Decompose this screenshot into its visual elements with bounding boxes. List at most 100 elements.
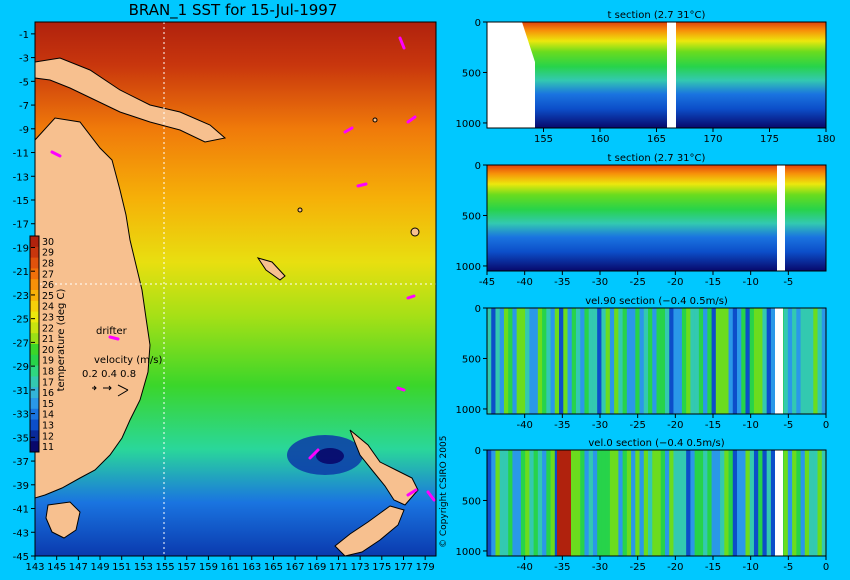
section-column: [542, 450, 547, 556]
section-x-tick-label: -20: [667, 277, 683, 288]
section-x-tick-label: 165: [647, 134, 666, 145]
colorbar-tick-label: 30: [42, 237, 54, 248]
map-lon-tick-label: 163: [242, 562, 261, 573]
section-panel: vel.90 section (−0.4 0.5m/s) 0 500 1000 -40 -…: [456, 296, 830, 431]
colorbar-swatch: [30, 354, 39, 367]
map-lon-tick-label: 161: [221, 562, 240, 573]
section-column: [787, 308, 793, 414]
map-lat-tick-label: -3: [19, 54, 29, 65]
colorbar-tick-label: 17: [42, 377, 54, 388]
section-column: [529, 450, 535, 556]
section-column: [567, 308, 573, 414]
section-column: [703, 308, 708, 414]
section-column: [533, 308, 539, 414]
section-column: [724, 450, 730, 556]
colorbar-swatch: [30, 268, 39, 280]
map-lat-tick-label: -23: [13, 291, 29, 302]
map-lat-tick-label: -37: [13, 457, 29, 468]
map-lon-tick-label: 143: [25, 562, 44, 573]
colorbar-tick-label: 14: [42, 410, 54, 421]
section-gap: [667, 22, 676, 128]
drifter-track: [396, 386, 406, 392]
section-field: [487, 22, 826, 128]
section-column: [609, 450, 615, 556]
section-column: [592, 450, 598, 556]
section-column: [677, 450, 683, 556]
drifter-track: [50, 150, 62, 158]
section-column: [728, 450, 734, 556]
section-column: [601, 450, 607, 556]
section-column: [592, 308, 598, 414]
section-column: [770, 308, 776, 414]
section-column: [821, 308, 827, 414]
section-column: [550, 308, 556, 414]
section-column: [652, 308, 658, 414]
section-x-tick-label: -10: [742, 277, 758, 288]
section-column: [508, 450, 514, 556]
section-column: [635, 450, 641, 556]
section-column: [571, 308, 577, 414]
section-y-tick-label: 1000: [456, 547, 481, 558]
colorbar-tick-label: 12: [42, 431, 54, 442]
section-column: [503, 308, 509, 414]
section-column: [664, 308, 670, 414]
section-column: [724, 308, 730, 414]
section-column: [499, 450, 505, 556]
section-column: [745, 308, 751, 414]
section-column: [753, 308, 759, 414]
section-column: [622, 450, 628, 556]
velocity-arrows: [92, 384, 129, 397]
section-column: [758, 308, 764, 414]
colorbar-swatch: [30, 398, 39, 410]
section-x-tick-label: 175: [760, 134, 779, 145]
map-lon-tick-label: 177: [394, 562, 413, 573]
section-column: [813, 450, 819, 556]
section-column: [762, 450, 768, 556]
section-column: [618, 308, 624, 414]
section-column: [626, 450, 632, 556]
section-border: [486, 307, 827, 415]
colorbar-tick-label: 19: [42, 356, 54, 367]
map-lat-tick-label: -25: [13, 315, 29, 326]
colorbar-swatch: [30, 441, 39, 453]
section-column: [639, 450, 645, 556]
section-x-tick-label: -5: [783, 562, 793, 573]
section-column: [809, 308, 814, 414]
section-column: [698, 308, 704, 414]
section-column: [656, 450, 662, 556]
drifter-track: [406, 488, 418, 497]
section-column: [575, 308, 581, 414]
section-column: [652, 450, 658, 556]
section-y-tick-label: 500: [462, 354, 481, 365]
section-column: [732, 308, 738, 414]
section-jet: [557, 450, 571, 556]
section-column: [571, 450, 577, 556]
map-lat-tick-label: -35: [13, 433, 29, 444]
section-column: [614, 308, 619, 414]
section-column: [715, 450, 721, 556]
section-column: [817, 450, 823, 556]
section-column: [711, 450, 717, 556]
section-column: [580, 308, 586, 414]
section-column: [609, 308, 615, 414]
section-column: [698, 450, 704, 556]
section-x-tick-label: -35: [554, 420, 570, 431]
sst-map: [34, 21, 437, 557]
section-border: [486, 449, 827, 557]
section-mask: [487, 22, 535, 128]
map-lon-tick-label: 153: [134, 562, 153, 573]
section-y-tick-label: 500: [462, 68, 481, 79]
section-column: [821, 450, 827, 556]
map-title: BRAN_1 SST for 15-Jul-1997: [129, 1, 338, 20]
section-column: [546, 308, 552, 414]
map-lat-tick-label: -13: [13, 172, 29, 183]
map-lat-tick-label: -31: [13, 386, 29, 397]
drifters: [50, 36, 436, 502]
map-lat-tick-label: -15: [13, 196, 29, 207]
section-y-tick-label: 0: [475, 161, 481, 172]
map-lat-tick-label: -7: [19, 101, 29, 112]
section-column: [656, 308, 662, 414]
section-panel: vel.0 section (−0.4 0.5m/s) 0 500 1000 -40 -3…: [456, 438, 830, 573]
section-x-tick-label: 160: [590, 134, 609, 145]
drifter-track: [406, 115, 417, 124]
